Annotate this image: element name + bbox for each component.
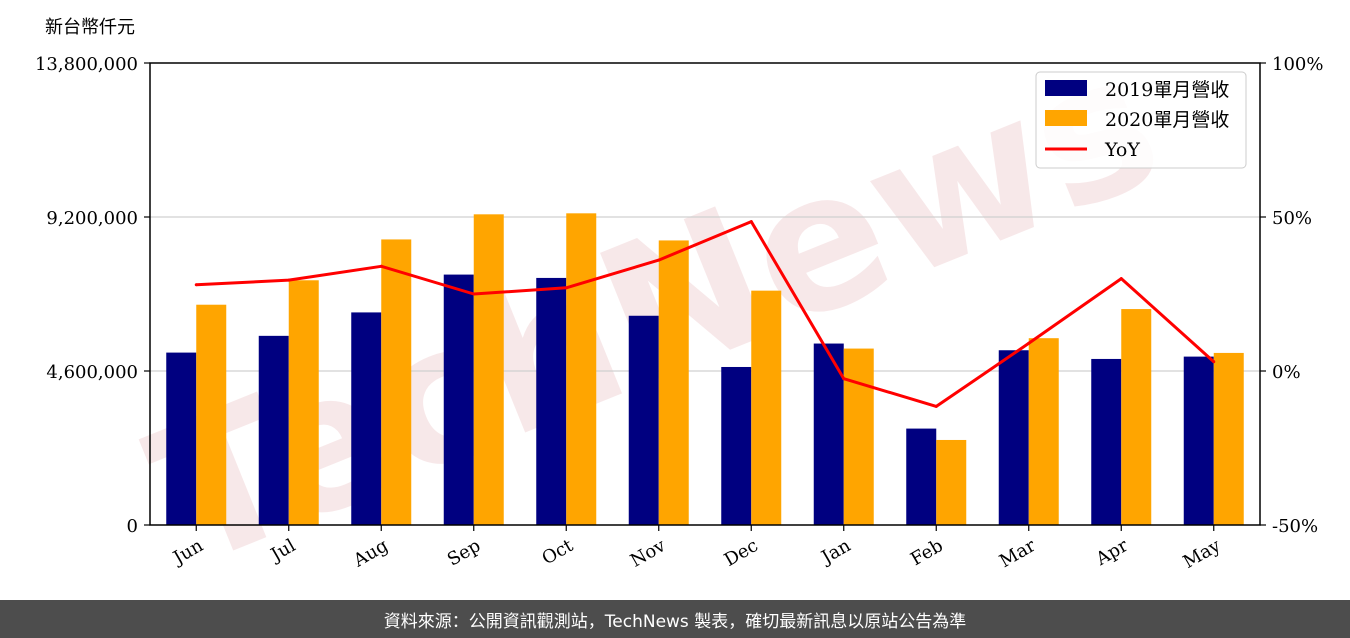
legend: 2019單月營收 2020單月營收 YoY (1035, 71, 1247, 169)
x-tick-label-jan: Jan (816, 535, 854, 569)
yoy-point-mar (1027, 341, 1031, 345)
x-tick-label-nov: Nov (627, 535, 670, 572)
bar-2020-jul (288, 280, 319, 525)
yoy-point-jul (287, 278, 291, 282)
bar-2020-apr (1121, 309, 1152, 525)
x-tick-label-dec: Dec (721, 535, 762, 571)
plot-frame (149, 62, 1261, 526)
legend-swatch-2020 (1045, 110, 1087, 126)
x-tick-label-apr: Apr (1092, 535, 1132, 570)
legend-box (1035, 71, 1247, 169)
gridlines (150, 216, 1260, 372)
yoy-point-dec (749, 220, 753, 224)
yoy-line (196, 220, 1215, 408)
yoy-line-layer (194, 220, 1216, 408)
x-tick-label-feb: Feb (907, 535, 947, 570)
bar-2019-dec (721, 366, 752, 525)
right-y-axis: -50% 0% 50% 100% (1260, 54, 1323, 537)
bar-2019-nov (628, 315, 659, 525)
x-tick-label-sep: Sep (444, 535, 484, 570)
left-y-axis: 0 4,600,000 9,200,000 13,800,000 (35, 54, 150, 537)
yoy-point-may (1212, 360, 1216, 364)
bar-2019-oct (536, 277, 567, 525)
footer-source-text: 資料來源：公開資訊觀測站，TechNews 製表，確切最新訊息以原站公告為準 (383, 611, 967, 632)
bar-2020-jan (843, 348, 874, 525)
bar-2019-mar (998, 350, 1029, 525)
legend-label-2020: 2020單月營收 (1105, 109, 1229, 131)
bar-2020-mar (1028, 338, 1059, 525)
bars (166, 213, 1244, 526)
left-tick-label: 13,800,000 (35, 54, 138, 75)
bar-2019-jul (258, 335, 289, 525)
legend-swatch-2019 (1045, 80, 1087, 96)
bar-2019-feb (906, 428, 937, 525)
bar-2019-jun (166, 352, 197, 525)
bar-2020-jun (196, 304, 227, 525)
bar-2019-aug (351, 312, 382, 525)
yoy-point-oct (564, 286, 568, 290)
bar-2019-sep (443, 274, 474, 525)
x-tick-label-mar: Mar (996, 535, 1040, 572)
right-tick-label: 50% (1272, 208, 1312, 229)
left-tick-label: 9,200,000 (46, 208, 138, 229)
yoy-point-jan (842, 377, 846, 381)
yoy-point-apr (1119, 277, 1123, 281)
legend-label-yoy: YoY (1104, 139, 1140, 161)
bar-2020-feb (936, 439, 967, 525)
x-tick-label-may: May (1180, 535, 1225, 573)
yoy-point-sep (472, 292, 476, 296)
yoy-point-feb (934, 404, 938, 408)
right-tick-label: -50% (1272, 516, 1318, 537)
bar-2019-may (1183, 356, 1214, 525)
bar-2020-sep (473, 214, 504, 526)
bar-2020-nov (658, 240, 689, 525)
yoy-point-jun (194, 283, 198, 287)
right-tick-label: 100% (1272, 54, 1323, 75)
left-tick-label: 0 (127, 516, 138, 537)
bar-2020-dec (751, 290, 782, 525)
bar-2020-oct (566, 213, 597, 526)
chart: TechNews 新台幣仟元 04,600,0009,200,00013,800… (35, 9, 1324, 600)
bar-2020-aug (381, 239, 412, 526)
right-tick-label: 0% (1272, 362, 1301, 383)
legend-label-2019: 2019單月營收 (1105, 79, 1229, 101)
yoy-point-nov (657, 258, 661, 262)
bar-2020-may (1213, 352, 1244, 525)
x-tick-label-oct: Oct (538, 535, 577, 570)
left-axis-unit-label: 新台幣仟元 (45, 17, 135, 38)
bar-2019-jan (813, 343, 844, 525)
left-tick-label: 4,600,000 (46, 362, 138, 383)
footer-banner: 資料來源：公開資訊觀測站，TechNews 製表，確切最新訊息以原站公告為準 (0, 600, 1350, 638)
bar-2019-apr (1091, 358, 1122, 525)
yoy-point-aug (379, 264, 383, 268)
